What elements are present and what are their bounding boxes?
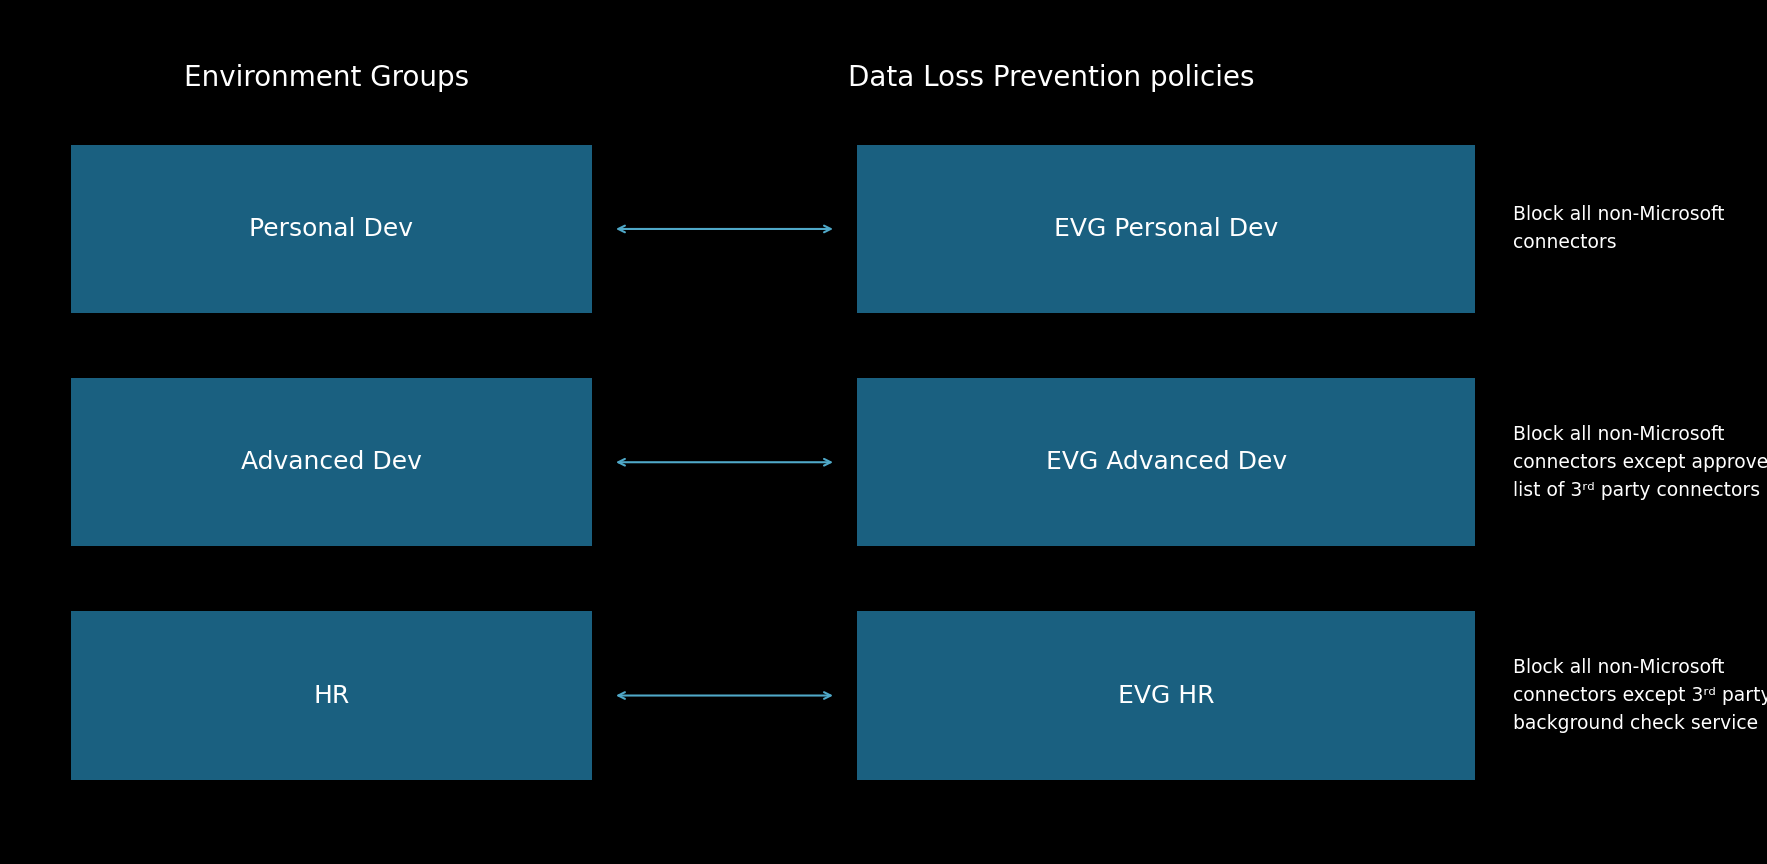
FancyArrowPatch shape [618, 226, 830, 232]
Bar [857, 612, 1475, 779]
Text: Block all non-Microsoft
connectors except 3ʳᵈ party
background check service: Block all non-Microsoft connectors excep… [1513, 658, 1767, 733]
Text: EVG Personal Dev: EVG Personal Dev [1055, 217, 1278, 241]
FancyArrowPatch shape [618, 459, 830, 466]
Text: Block all non-Microsoft
connectors: Block all non-Microsoft connectors [1513, 206, 1725, 252]
Text: Environment Groups: Environment Groups [184, 64, 470, 92]
Bar [71, 612, 592, 779]
Bar [71, 145, 592, 314]
FancyArrowPatch shape [618, 692, 830, 699]
Text: Personal Dev: Personal Dev [249, 217, 413, 241]
Text: Data Loss Prevention policies: Data Loss Prevention policies [848, 64, 1255, 92]
Text: HR: HR [313, 683, 350, 708]
Bar [857, 378, 1475, 546]
Bar [71, 378, 592, 546]
Text: EVG Advanced Dev: EVG Advanced Dev [1046, 450, 1286, 474]
Bar [857, 145, 1475, 314]
Text: Advanced Dev: Advanced Dev [240, 450, 422, 474]
Text: EVG HR: EVG HR [1119, 683, 1214, 708]
Text: Block all non-Microsoft
connectors except approved
list of 3ʳᵈ party connectors: Block all non-Microsoft connectors excep… [1513, 425, 1767, 499]
